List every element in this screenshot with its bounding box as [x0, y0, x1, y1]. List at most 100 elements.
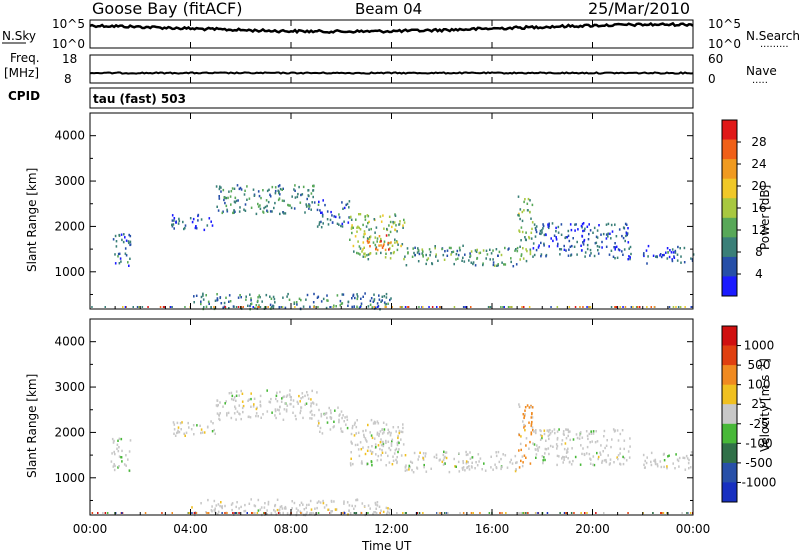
- echo-cell-ground: [280, 306, 283, 308]
- echo-cell: [310, 208, 312, 211]
- echo-cell-ground: [237, 306, 240, 308]
- echo-cell-ground: [595, 512, 597, 514]
- colorbar-swatch: [722, 365, 737, 385]
- echo-cell: [301, 392, 304, 395]
- echo-cell: [557, 231, 560, 234]
- echo-cell: [260, 196, 262, 200]
- echo-cell: [197, 213, 200, 217]
- echo-cell: [414, 253, 416, 257]
- echo-cell: [405, 264, 408, 267]
- echo-cell: [364, 215, 367, 218]
- echo-cell: [534, 431, 537, 435]
- echo-cell: [286, 295, 288, 298]
- echo-cell-ground: [436, 512, 439, 514]
- echo-cell: [527, 209, 529, 212]
- echo-cell: [548, 222, 550, 225]
- echo-cell: [525, 437, 528, 440]
- echo-cell: [528, 406, 531, 409]
- echo-cell: [539, 229, 542, 233]
- echo-cell: [384, 256, 387, 259]
- echo-cell: [366, 237, 369, 240]
- echo-cell: [629, 445, 631, 448]
- echo-cell: [228, 392, 231, 395]
- echo-cell: [258, 304, 260, 307]
- echo-cell: [615, 245, 618, 248]
- echo-cell: [346, 426, 349, 430]
- echo-cell: [367, 423, 369, 427]
- echo-cell: [305, 203, 307, 206]
- echo-cell: [500, 467, 502, 471]
- echo-cell-ground: [690, 306, 693, 308]
- echo-cell: [290, 206, 293, 210]
- echo-cell: [112, 441, 115, 444]
- echo-cell: [673, 255, 675, 258]
- echo-cell: [284, 212, 287, 215]
- echo-cell: [244, 209, 247, 212]
- echo-cell: [452, 250, 455, 253]
- echo-cell: [394, 213, 396, 216]
- echo-cell: [207, 300, 210, 303]
- echo-cell: [363, 505, 366, 508]
- echo-cell: [524, 409, 526, 412]
- echo-cell: [534, 235, 537, 238]
- echo-cell: [413, 451, 416, 455]
- echo-cell-ground: [582, 306, 584, 308]
- echo-cell: [422, 250, 424, 253]
- echo-cell: [666, 257, 669, 260]
- echo-cell: [596, 236, 599, 239]
- echo-cell: [396, 460, 398, 463]
- echo-cell: [128, 264, 130, 267]
- echo-cell: [621, 234, 623, 238]
- echo-cell: [261, 300, 263, 303]
- echo-cell: [392, 222, 395, 225]
- echo-cell: [326, 294, 328, 297]
- echo-cell: [183, 432, 185, 435]
- echo-cell: [240, 389, 242, 393]
- echo-cell: [543, 456, 545, 459]
- echo-cell: [419, 451, 421, 454]
- echo-cell: [173, 423, 176, 426]
- echo-cell: [358, 454, 361, 458]
- echo-cell: [385, 234, 388, 237]
- echo-cell: [370, 418, 373, 422]
- echo-cell: [617, 457, 619, 461]
- echo-cell: [271, 185, 274, 189]
- echo-cell: [390, 252, 392, 255]
- echo-cell: [575, 433, 578, 436]
- echo-cell: [230, 203, 232, 206]
- echo-cell: [387, 454, 389, 458]
- echo-cell: [358, 245, 361, 248]
- echo-cell: [500, 253, 503, 257]
- echo-cell: [396, 230, 398, 233]
- echo-cell: [589, 441, 591, 444]
- echo-cell: [397, 450, 399, 454]
- echo-cell: [422, 255, 424, 258]
- echo-cell: [455, 465, 457, 468]
- echo-cell: [612, 255, 615, 258]
- echo-cell-ground: [132, 306, 134, 308]
- echo-cell: [271, 210, 273, 213]
- colorbar-swatch: [722, 462, 737, 483]
- echo-cell: [379, 240, 381, 243]
- colorbar-tick-label: -500: [745, 456, 772, 470]
- echo-cell: [579, 431, 582, 434]
- echo-cell: [540, 429, 542, 433]
- echo-cell: [563, 456, 566, 459]
- echo-cell: [595, 235, 598, 238]
- echo-cell: [220, 501, 222, 504]
- echo-cell: [461, 259, 463, 262]
- echo-cell: [454, 465, 456, 468]
- echo-cell: [318, 408, 320, 412]
- echo-cell: [663, 459, 666, 462]
- echo-cell: [383, 301, 386, 304]
- echo-cell: [369, 299, 372, 303]
- echo-cell-ground: [254, 512, 256, 514]
- echo-cell: [530, 416, 533, 419]
- echo-cell: [208, 302, 210, 305]
- echo-cell: [670, 251, 673, 254]
- echo-cell: [235, 390, 238, 393]
- echo-cell: [609, 458, 612, 461]
- echo-cell: [459, 249, 461, 252]
- echo-cell: [390, 241, 392, 244]
